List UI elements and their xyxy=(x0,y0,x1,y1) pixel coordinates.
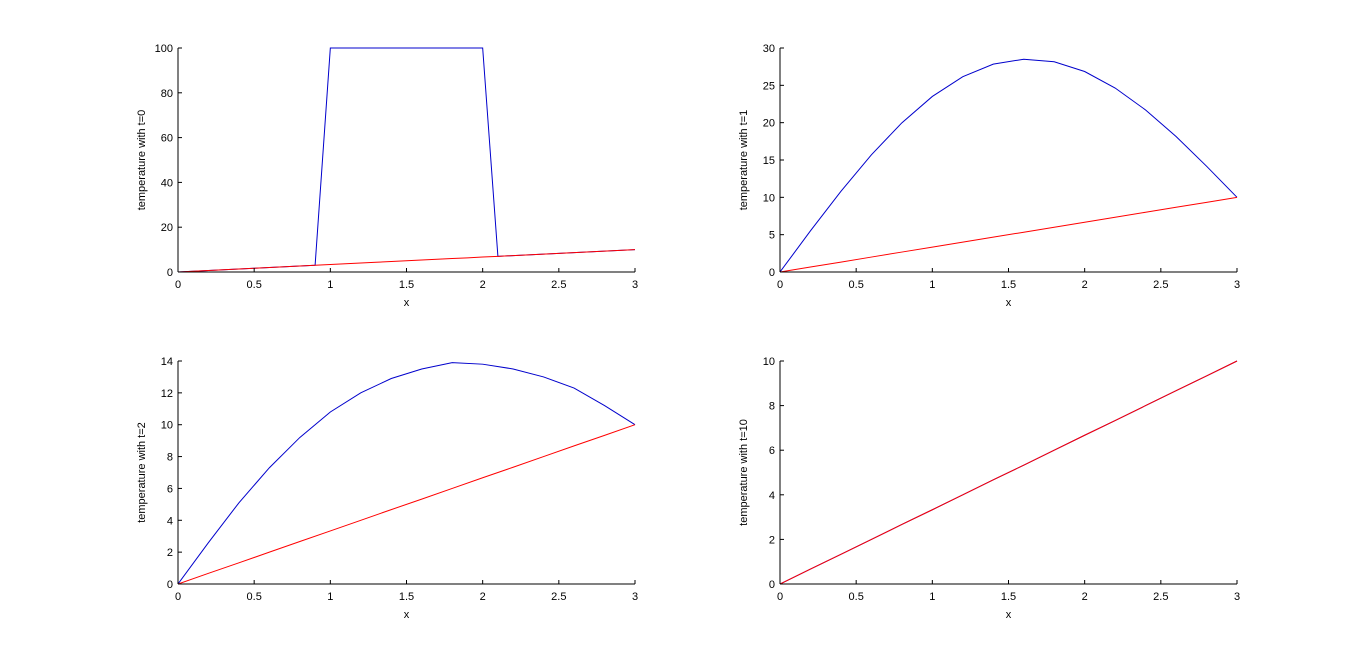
x-tick-label: 1 xyxy=(929,279,935,291)
x-tick-label: 0 xyxy=(777,591,783,603)
x-tick-label: 2 xyxy=(480,279,486,291)
y-tick-label: 30 xyxy=(763,43,775,55)
y-tick-label: 8 xyxy=(769,401,775,413)
x-tick-label: 1.5 xyxy=(399,591,414,603)
subplot: 0 5 10 15 20 25 30 0 0.5 1 1.5 2 2.5 3 x temperature wi… xyxy=(738,43,1240,309)
x-axis-label: x xyxy=(404,609,410,621)
y-tick-label: 40 xyxy=(161,177,173,189)
y-tick-label: 0 xyxy=(167,267,173,279)
line-series xyxy=(178,362,636,585)
line-series xyxy=(780,58,1238,273)
x-tick-label: 0.5 xyxy=(849,279,864,291)
y-tick-label: 0 xyxy=(769,579,775,591)
y-tick-label: 80 xyxy=(161,88,173,100)
x-tick-label: 1.5 xyxy=(399,279,414,291)
x-tick-label: 3 xyxy=(1234,279,1240,291)
y-tick-label: 4 xyxy=(769,490,775,502)
y-tick-label: 60 xyxy=(161,133,173,145)
subplot: 0 20 40 60 80 100 0 0.5 1 1.5 2 2.5 3 x temperature wi… xyxy=(136,43,638,309)
line-series xyxy=(178,424,636,585)
subplot: 0 2 4 6 8 10 0 0.5 1 1.5 2 2.5 3 x temperature with t=… xyxy=(738,356,1240,621)
y-tick-label: 0 xyxy=(769,267,775,279)
x-tick-label: 2.5 xyxy=(551,279,566,291)
y-tick-label: 100 xyxy=(155,43,173,55)
x-tick-label: 0.5 xyxy=(247,591,262,603)
y-tick-label: 6 xyxy=(769,445,775,457)
x-tick-label: 0.5 xyxy=(849,591,864,603)
y-tick-label: 10 xyxy=(763,356,775,368)
x-tick-label: 3 xyxy=(632,591,638,603)
y-tick-label: 10 xyxy=(763,192,775,204)
y-axis-label: temperature with t=10 xyxy=(738,419,750,526)
y-axis-label: temperature with t=2 xyxy=(136,422,148,523)
x-axis-label: x xyxy=(404,297,410,309)
y-tick-label: 4 xyxy=(167,515,173,527)
x-axis-label: x xyxy=(1006,609,1012,621)
y-tick-label: 0 xyxy=(167,579,173,591)
y-tick-label: 6 xyxy=(167,483,173,495)
x-tick-label: 1 xyxy=(327,591,333,603)
y-tick-label: 2 xyxy=(167,547,173,559)
y-tick-label: 14 xyxy=(161,356,173,368)
y-axis-label: temperature with t=1 xyxy=(738,110,750,211)
x-tick-label: 0 xyxy=(175,591,181,603)
y-tick-label: 8 xyxy=(167,452,173,464)
x-tick-label: 2 xyxy=(480,591,486,603)
x-tick-label: 0 xyxy=(175,279,181,291)
x-tick-label: 1.5 xyxy=(1001,591,1016,603)
y-tick-label: 5 xyxy=(769,230,775,242)
x-tick-label: 3 xyxy=(1234,591,1240,603)
x-tick-label: 2 xyxy=(1082,279,1088,291)
x-tick-label: 3 xyxy=(632,279,638,291)
x-tick-label: 1 xyxy=(929,591,935,603)
subplot: 0 2 4 6 8 10 12 14 0 0.5 1 1.5 2 2.5 3 x temperature wit… xyxy=(136,356,638,621)
x-tick-label: 0 xyxy=(777,279,783,291)
x-tick-label: 0.5 xyxy=(247,279,262,291)
x-tick-label: 2 xyxy=(1082,591,1088,603)
x-tick-label: 2.5 xyxy=(551,591,566,603)
x-tick-label: 1.5 xyxy=(1001,279,1016,291)
y-tick-label: 15 xyxy=(763,155,775,167)
line-series xyxy=(178,47,636,273)
y-axis-label: temperature with t=0 xyxy=(136,110,148,211)
x-tick-label: 2.5 xyxy=(1153,279,1168,291)
y-tick-label: 2 xyxy=(769,534,775,546)
line-series xyxy=(780,360,1238,585)
x-tick-label: 2.5 xyxy=(1153,591,1168,603)
x-axis-label: x xyxy=(1006,297,1012,309)
line-series xyxy=(780,196,1238,273)
y-tick-label: 10 xyxy=(161,420,173,432)
y-tick-label: 12 xyxy=(161,388,173,400)
y-tick-label: 20 xyxy=(763,118,775,130)
y-tick-label: 25 xyxy=(763,80,775,92)
y-tick-label: 20 xyxy=(161,222,173,234)
x-tick-label: 1 xyxy=(327,279,333,291)
